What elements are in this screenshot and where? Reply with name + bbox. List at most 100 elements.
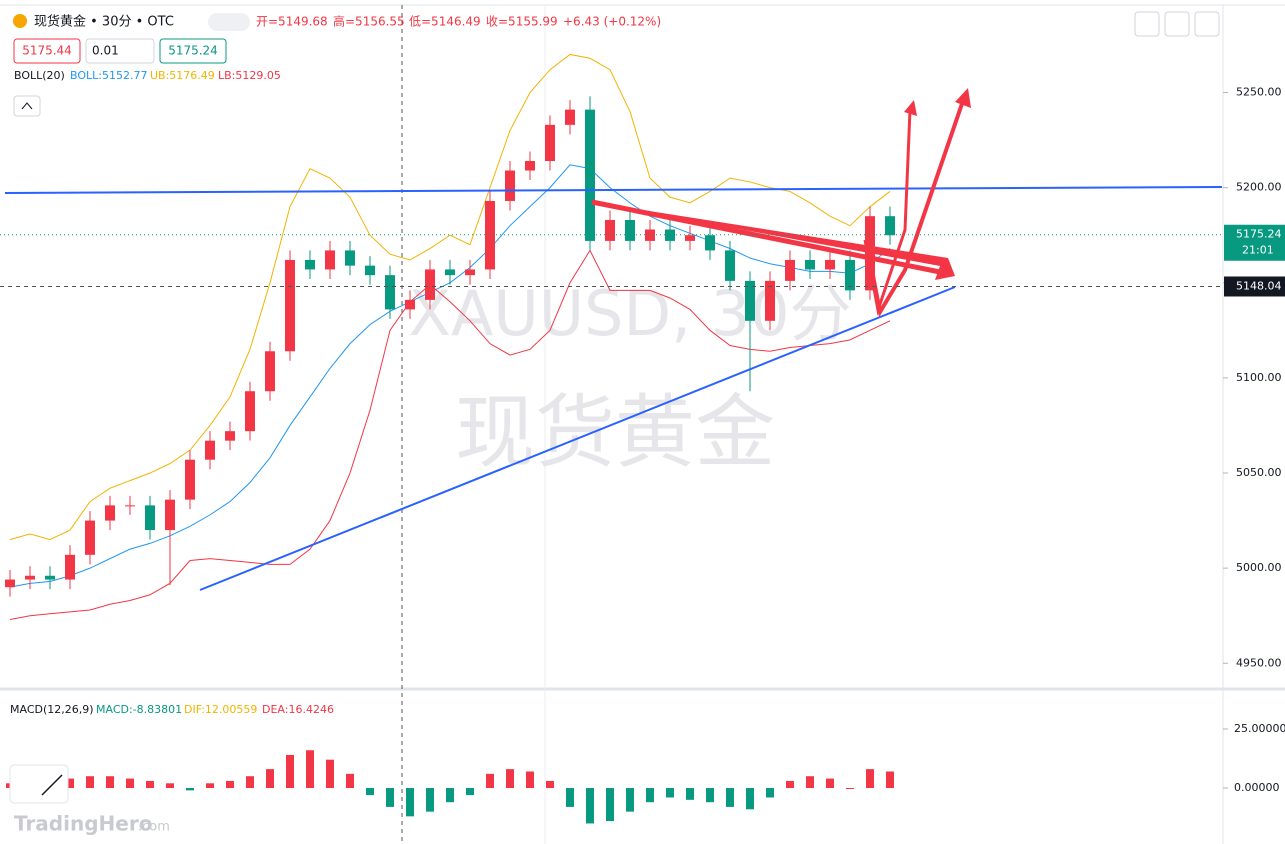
last-price-tag (1224, 224, 1285, 261)
macd-bar (66, 778, 74, 789)
candle-body (385, 275, 395, 310)
candle-body (505, 170, 515, 201)
ohlc-close: 收=5155.99 (486, 15, 558, 29)
candle-body (405, 299, 415, 310)
qty-input[interactable] (85, 38, 155, 64)
macd-bar (666, 788, 674, 798)
candle-body (305, 259, 315, 270)
candle-body (205, 440, 215, 460)
macd-bar (646, 788, 654, 803)
symbol: 现货黄金 • 30分 • OTC (34, 14, 174, 30)
candle-body (585, 109, 595, 241)
candle-body (105, 505, 115, 521)
macd-bar (386, 788, 394, 807)
ohlc-low: 低=5146.49 (409, 15, 481, 29)
qty: 0.01 (92, 44, 119, 58)
macd-bar (346, 773, 354, 789)
drawing-toolbar[interactable] (9, 764, 69, 804)
boll-line (9, 249, 891, 621)
candle-body (165, 499, 175, 531)
crosshair-label: 5148.04 (1236, 279, 1282, 292)
icon (21, 102, 33, 110)
macd-bar (806, 776, 814, 789)
y2-tick-label: 25.00000 (1234, 722, 1285, 735)
candle-body (685, 235, 695, 241)
tool-button[interactable] (1164, 11, 1190, 37)
boll-ub: UB:5176.49 (150, 69, 215, 82)
boll-mid: BOLL:5152.77 (70, 69, 147, 82)
countdown: 21:01 (1242, 244, 1274, 257)
y-tick-label: 5250.00 (1236, 86, 1282, 99)
watermark-name: 现货黄金 (455, 386, 775, 479)
candle-body (465, 269, 475, 276)
icon (41, 774, 63, 796)
macd-bar (146, 780, 154, 789)
candle-body (485, 200, 495, 270)
y-tick-label: 5050.00 (1236, 466, 1282, 479)
watermark: XAUUSD, 30分 现货黄金 (408, 277, 851, 479)
logo-brand: TradingHero (14, 812, 152, 836)
candle-body (785, 259, 795, 281)
arrow-head (955, 88, 971, 108)
candle-body (85, 520, 95, 555)
candle-body (865, 216, 875, 291)
macd-title: MACD(12,26,9) (10, 703, 94, 716)
candle-body (225, 431, 235, 441)
candle-body (285, 259, 295, 352)
macd-bar (886, 771, 894, 789)
macd-value: MACD:-8.83801 (96, 703, 182, 716)
y2-tick-label: 0.00000 (1234, 781, 1280, 794)
y-tick-label: 4950.00 (1236, 656, 1282, 669)
y-tick-label: 5100.00 (1236, 371, 1282, 384)
plot (5, 53, 895, 824)
macd-bar (746, 788, 754, 810)
macd-bar (126, 778, 134, 789)
tool-button[interactable] (1194, 11, 1220, 37)
status-badge (208, 13, 250, 31)
buy-button[interactable] (159, 38, 227, 64)
candle-body (425, 269, 435, 300)
support-line (199, 286, 956, 591)
macd-bar (406, 788, 414, 817)
macd-bar (506, 769, 514, 789)
boll-lb: LB:5129.05 (218, 69, 281, 82)
macd-bar (206, 783, 214, 789)
candle-body (25, 575, 35, 580)
macd-bar (566, 788, 574, 807)
tool-button[interactable] (1134, 11, 1160, 37)
arrow-head (904, 100, 917, 116)
macd-bar (726, 788, 734, 807)
macd-bar (166, 783, 174, 789)
candle-body (665, 229, 675, 241)
macd-bar (486, 773, 494, 789)
sell-button[interactable] (13, 38, 81, 64)
watermark-symbol: XAUUSD, 30分 (408, 277, 851, 350)
macd-bar (286, 754, 294, 789)
crosshair-tag (1224, 276, 1285, 297)
candle-body (805, 259, 815, 270)
macd-bar (186, 788, 194, 791)
collapse-button[interactable] (13, 95, 41, 117)
buy-price: 5175.24 (168, 44, 218, 58)
macd-bar (306, 750, 314, 789)
boll-line (9, 53, 891, 541)
indicator-name: BOLL(20) (14, 69, 65, 82)
dea-value: DEA:16.4246 (262, 703, 334, 716)
macd-bar (686, 788, 694, 800)
candle-body (185, 459, 195, 500)
macd-bar (446, 788, 454, 803)
ohlc-high: 高=5156.55 (333, 14, 405, 29)
macd-bar (86, 776, 94, 789)
candle-body (445, 269, 455, 276)
macd-bar (266, 769, 274, 789)
sell-price: 5175.44 (22, 44, 72, 58)
candle-body (845, 259, 855, 291)
candle-body (145, 505, 155, 531)
candle-body (5, 579, 15, 588)
macd-bar (606, 788, 614, 822)
macd-bar (326, 759, 334, 789)
macd-bar (626, 788, 634, 812)
macd-bar (546, 780, 554, 789)
